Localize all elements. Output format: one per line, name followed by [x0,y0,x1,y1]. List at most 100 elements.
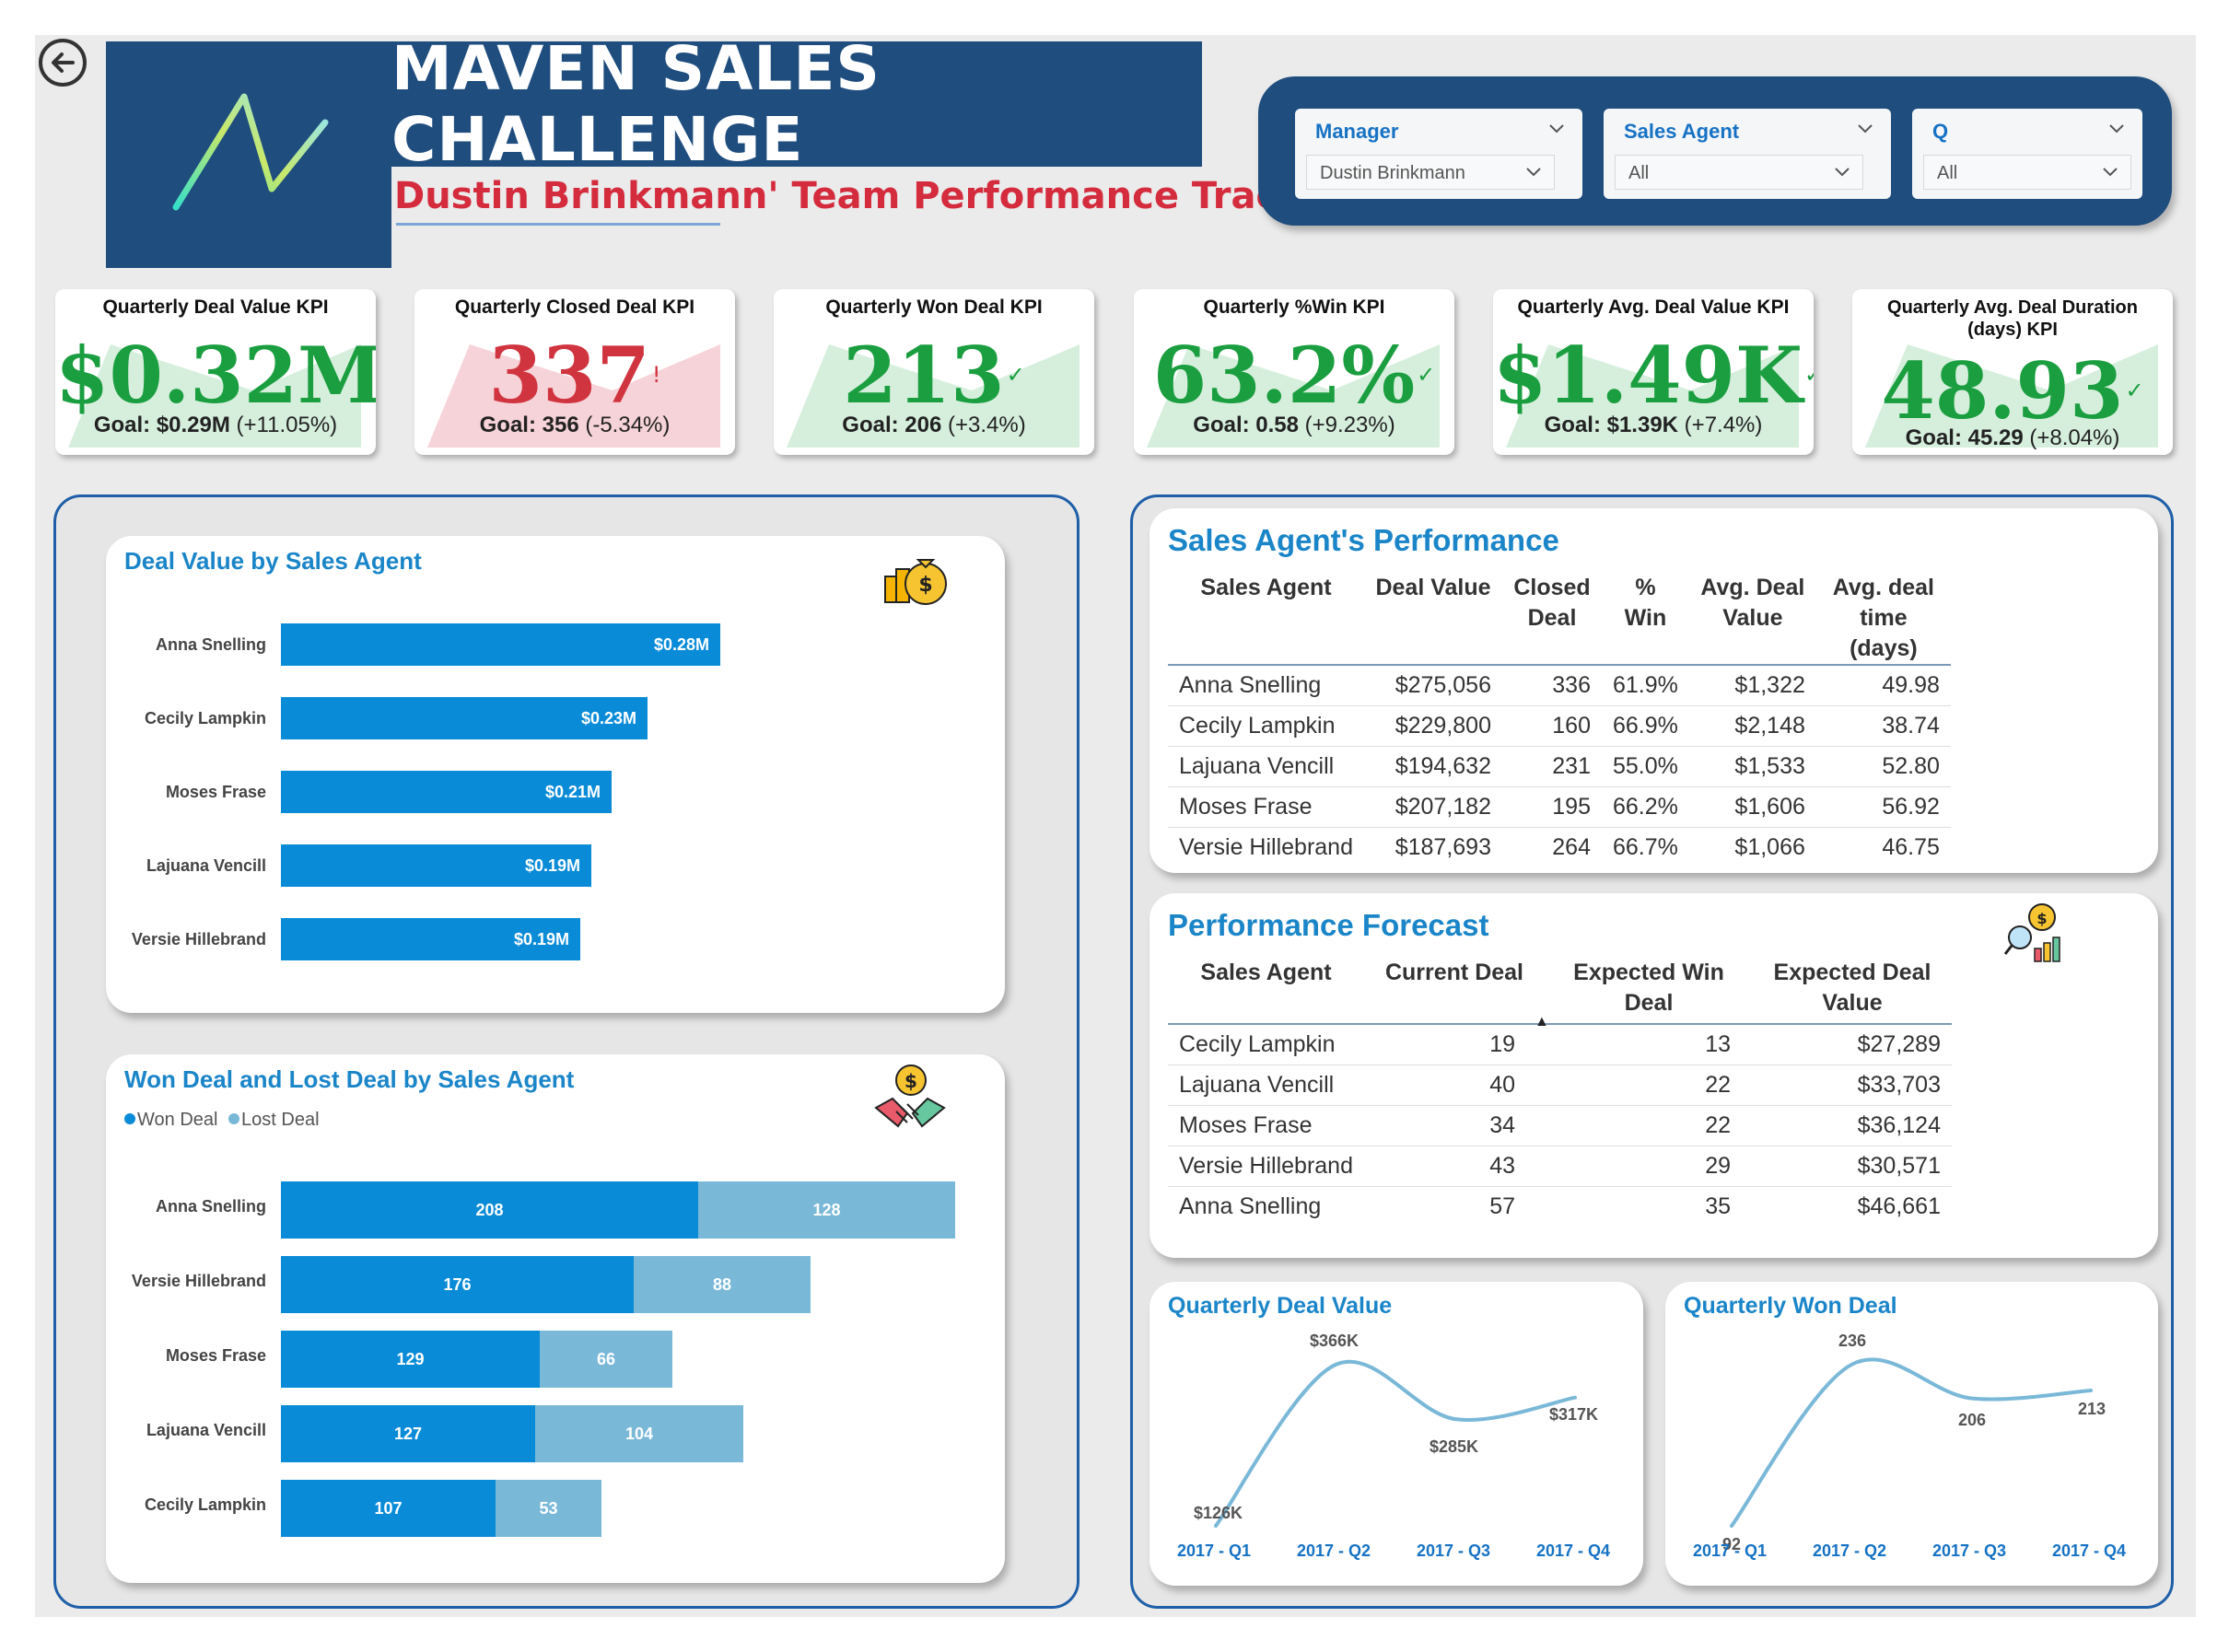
quarterly-deal-value-card: Quarterly Deal Value $126K 2017 - Q1 $366K… [1150,1282,1643,1586]
won-lost-chart-title: Won Deal and Lost Deal by Sales Agent [124,1065,575,1093]
x-axis-tick-label: 2017 - Q2 [1297,1541,1371,1560]
table-row[interactable]: Moses Frase 34 22 $36,124 [1168,1104,1952,1146]
maven-logo-icon [172,93,329,211]
table-cell: 29 [1545,1145,1753,1186]
kpi-goal-label: Goal: 45.29 [1905,425,2024,450]
table-row[interactable]: Anna Snelling 57 35 $46,661 [1168,1185,1952,1227]
table-cell: 22 [1545,1104,1753,1146]
back-button[interactable] [39,39,87,87]
legend-won-swatch [124,1113,135,1124]
kpi-goal-label: Goal: $0.29M [93,413,230,437]
chevron-down-icon[interactable] [2107,120,2126,138]
forecast-analytics-icon: $ [2003,903,2060,962]
table-cell: 160 [1502,704,1602,746]
kpi-value: $1.49K✓ [1493,331,1814,420]
bar-category-label: Moses Frase [165,1346,266,1365]
slicer-manager-dropdown[interactable]: Dustin Brinkmann [1306,155,1555,190]
kpi-card: Quarterly Deal Value KPI $0.32M✓Goal: $0.… [55,289,376,455]
won-deal-bar[interactable]: 129 [281,1331,540,1388]
table-cell: Cecily Lampkin [1168,704,1364,746]
column-header-sorted[interactable]: Expected Win Deal [1545,958,1753,1024]
bar-data-label: 66 [596,1350,616,1368]
point-data-label: 206 [1958,1411,1987,1430]
bar-category-label: Versie Hillebrand [131,930,266,948]
won-deal-bar[interactable]: 208 [281,1181,698,1239]
kpi-title: Quarterly Avg. Deal Duration (days) KPI [1887,297,2138,340]
lost-deal-bar[interactable]: 88 [634,1256,811,1313]
svg-text:$: $ [2036,910,2047,927]
kpi-card: Quarterly Won Deal KPI 213✓ Goal: 206 (+3.… [774,289,1094,455]
kpi-goal: Goal: $1.39K (+7.4%) [1493,413,1814,438]
table-row[interactable]: Cecily Lampkin 19 13 $27,289 [1168,1023,1952,1064]
table-row[interactable]: Anna Snelling $275,056 336 61.9% $1,322 49.98 [1168,664,1951,705]
table-cell: 66.7% [1602,826,1689,867]
won-deal-bar[interactable]: 107 [281,1480,496,1537]
kpi-value: 337! [414,331,735,420]
kpi-goal-delta: (+11.05%) [229,413,338,437]
table-cell: 264 [1502,826,1602,867]
lost-deal-bar[interactable]: 66 [540,1331,672,1388]
column-header[interactable]: Deal Value [1375,575,1491,600]
agent-performance-card: Sales Agent's Performance Sales Agent De… [1150,508,2158,873]
table-row[interactable]: Moses Frase $207,182 195 66.2% $1,606 56.92 [1168,785,1951,827]
lost-deal-bar[interactable]: 53 [496,1480,601,1537]
won-deal-bar[interactable]: 176 [281,1256,634,1313]
kpi-goal-label: Goal: $1.39K [1544,413,1679,437]
page-title: MAVEN SALES CHALLENGE [391,33,881,175]
column-header[interactable]: % Win [1624,575,1667,631]
quarterly-won-deal-card: Quarterly Won Deal 92 2017 - Q1 236 2017 - … [1665,1282,2158,1586]
deal-value-bar[interactable]: $0.19M [281,918,580,960]
deal-value-bar[interactable]: $0.23M [281,697,648,739]
sort-ascending-icon[interactable]: ▲ [1535,1014,1549,1030]
deal-value-bar[interactable]: $0.28M [281,623,720,666]
bar-data-label: 129 [396,1350,425,1368]
deal-value-bar[interactable]: $0.19M [281,844,591,887]
column-header[interactable]: Sales Agent [1200,960,1332,985]
table-row[interactable]: Lajuana Vencill $194,632 231 55.0% $1,533 52.… [1168,745,1951,786]
column-header[interactable]: Expected Deal Value [1773,960,1931,1016]
table-row[interactable]: Lajuana Vencill 40 22 $33,703 [1168,1064,1952,1105]
kpi-goal: Goal: $0.29M (+11.05%) [55,413,376,438]
column-header[interactable]: Avg. deal time (days) [1832,575,1934,661]
x-axis-tick-label: 2017 - Q1 [1177,1541,1252,1560]
slicer-sales-agent[interactable]: Sales Agent All [1604,109,1891,199]
table-cell: Moses Frase [1168,1104,1364,1146]
kpi-title: Quarterly Won Deal KPI [825,297,1043,318]
slicer-manager[interactable]: Manager Dustin Brinkmann [1295,109,1582,199]
lost-deal-bar[interactable]: 128 [698,1181,955,1239]
column-header[interactable]: Closed Deal [1513,575,1591,631]
kpi-title: Quarterly Avg. Deal Value KPI [1517,297,1790,318]
x-axis-tick-label: 2017 - Q3 [1932,1541,2007,1560]
column-header[interactable]: Sales Agent [1200,575,1332,600]
slicer-quarter[interactable]: Q All [1912,109,2142,199]
chevron-down-icon[interactable] [1856,120,1874,138]
deal-value-bar[interactable]: $0.21M [281,771,612,813]
table-cell: 35 [1545,1185,1753,1227]
bar-data-label: $0.19M [513,930,569,948]
slicer-manager-label: Manager [1315,120,1399,143]
lost-deal-bar[interactable]: 104 [535,1405,743,1462]
title-banner: MAVEN SALES CHALLENGE [391,33,1202,175]
chevron-down-icon[interactable] [1547,120,1566,138]
kpi-goal-delta: (+9.23%) [1299,413,1395,437]
series-line [1730,1357,2093,1528]
table-row[interactable]: Versie Hillebrand $187,693 264 66.7% $1,066 4… [1168,826,1951,867]
arrow-left-icon [52,52,75,73]
table-cell: $194,632 [1364,745,1502,786]
table-row[interactable]: Cecily Lampkin $229,800 160 66.9% $2,148 38.7… [1168,704,1951,746]
won-deal-bar[interactable]: 127 [281,1405,535,1462]
table-cell: 66.2% [1602,785,1689,827]
chevron-down-icon [1526,168,1541,177]
table-row[interactable]: Versie Hillebrand 43 29 $30,571 [1168,1145,1952,1186]
slicer-quarter-dropdown[interactable]: All [1923,155,2131,190]
table-cell: 19 [1364,1023,1545,1064]
table-cell: 195 [1502,785,1602,827]
slicer-sales-agent-dropdown[interactable]: All [1615,155,1863,190]
kpi-card: Quarterly %Win KPI 63.2%✓ Goal: 0.58 (+9.2… [1134,289,1454,455]
check-icon: ✓ [1417,362,1436,388]
table-cell: 13 [1545,1023,1753,1064]
column-header[interactable]: Avg. Deal Value [1700,575,1805,631]
column-header[interactable]: Current Deal [1384,960,1524,985]
deal-value-chart-title: Deal Value by Sales Agent [124,547,422,575]
table-cell: 61.9% [1602,664,1689,705]
